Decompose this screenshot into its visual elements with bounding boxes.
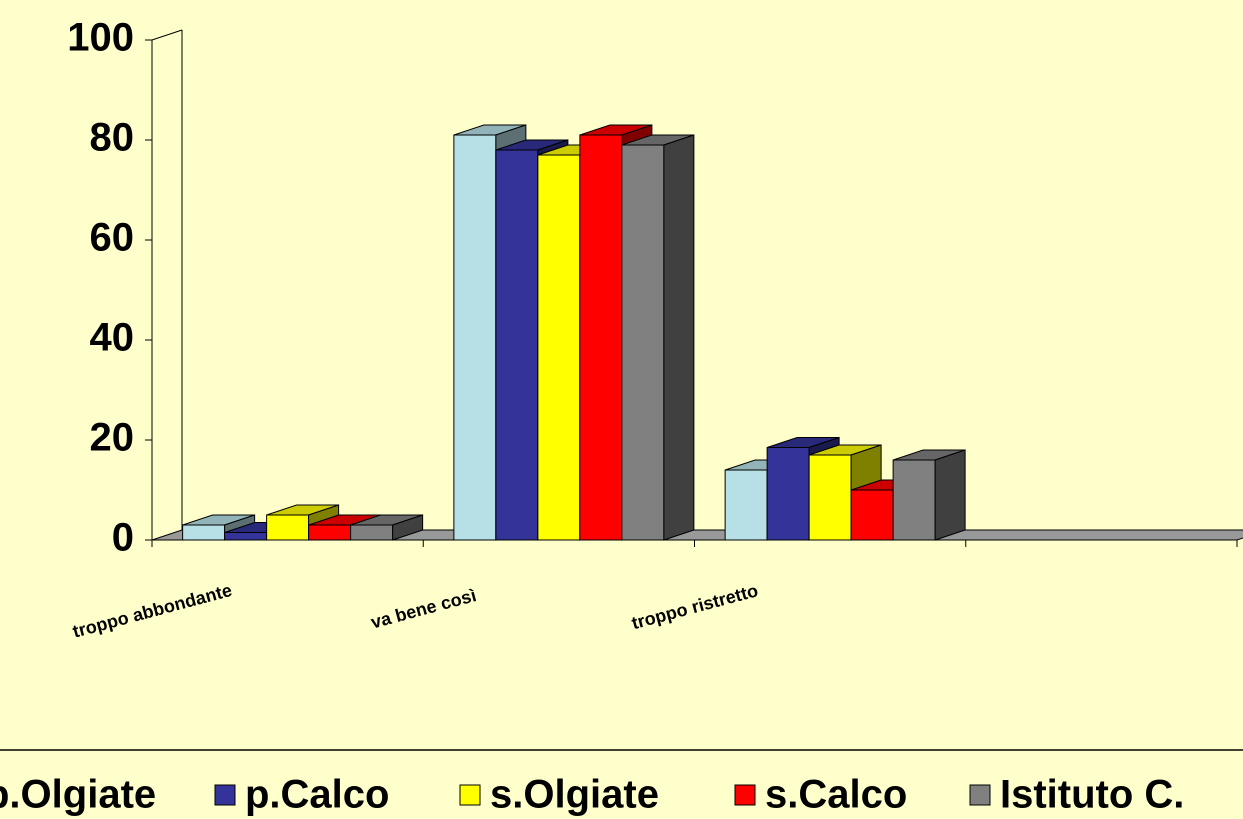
bar-side: [392, 514, 424, 541]
legend-swatch: [459, 784, 481, 806]
y-tick-label: 80: [90, 116, 135, 160]
bar: [453, 134, 497, 541]
bar: [537, 154, 581, 541]
legend-swatch: [969, 784, 991, 806]
y-tick-label: 20: [90, 416, 135, 460]
legend-label: s.Calco: [765, 773, 907, 817]
bar: [724, 469, 768, 541]
y-tick-label: 0: [112, 516, 134, 560]
bar: [579, 134, 623, 541]
bar: [621, 144, 665, 541]
wall-top-edge: [151, 29, 183, 41]
bar: [266, 514, 310, 541]
legend-label: s.Olgiate: [490, 773, 659, 817]
bar: [892, 459, 936, 541]
legend-label: p.Olgiate: [0, 773, 156, 817]
legend-label: Istituto C.: [1000, 773, 1184, 817]
bar: [224, 532, 268, 541]
x-tick-label: va bene così: [369, 585, 479, 632]
x-tick-label: troppo ristretto: [629, 580, 760, 633]
bar: [495, 149, 539, 541]
bar: [808, 454, 852, 541]
bar-side: [663, 134, 695, 541]
y-tick-label: 40: [90, 316, 135, 360]
bar: [766, 447, 810, 541]
bar: [182, 524, 226, 541]
x-tick-label: troppo abbondante: [71, 580, 235, 642]
legend-swatch: [214, 784, 236, 806]
bar-side: [934, 449, 966, 541]
y-tick-label: 60: [90, 216, 135, 260]
bar: [308, 524, 352, 541]
legend-swatch: [734, 784, 756, 806]
bar: [850, 489, 894, 541]
legend-label: p.Calco: [245, 773, 389, 817]
bar: [350, 524, 394, 541]
y-tick-label: 100: [67, 16, 134, 60]
